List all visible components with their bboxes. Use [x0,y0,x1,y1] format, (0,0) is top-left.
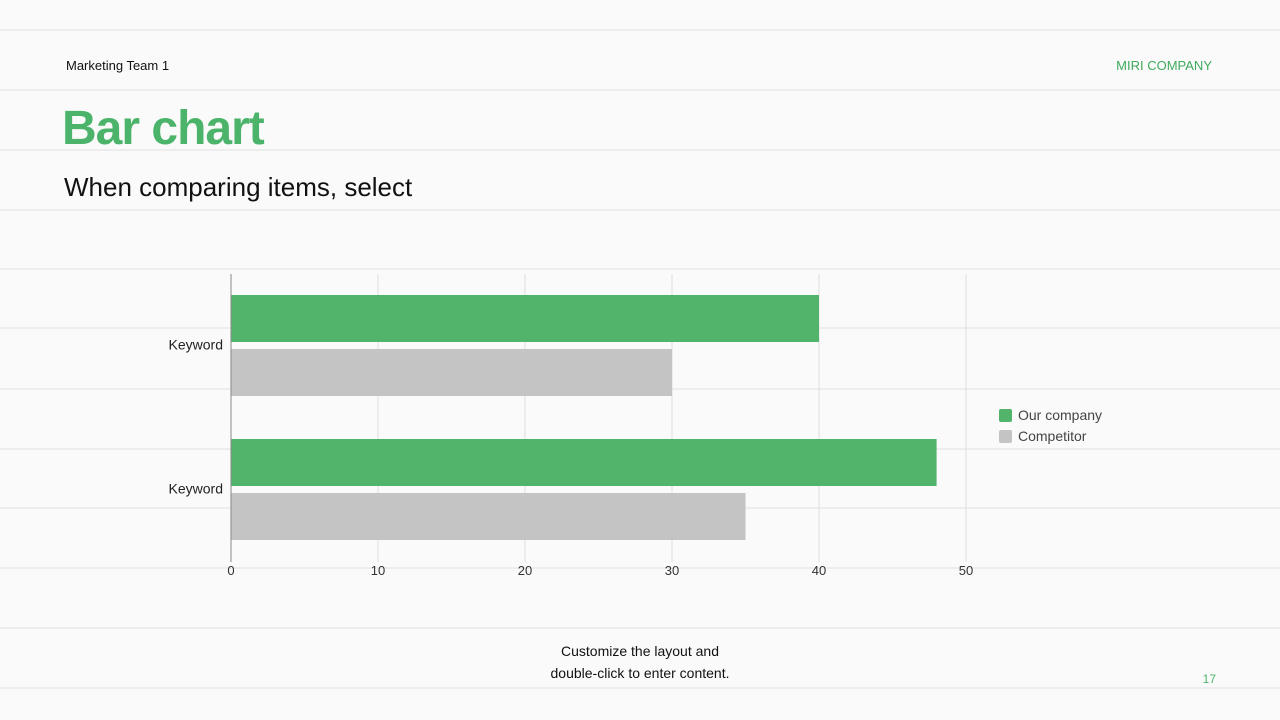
x-tick-label: 10 [371,563,385,578]
bar-competitor [231,493,746,540]
bar-competitor [231,349,672,396]
team-label: Marketing Team 1 [66,58,170,73]
ruled-line [0,627,1280,629]
category-label: Keyword [169,337,223,353]
x-tick-label: 30 [665,563,679,578]
slide-subtitle: When comparing items, select [64,172,413,202]
x-tick-label: 0 [227,563,234,578]
ruled-line [0,149,1280,151]
legend-swatch [999,409,1012,422]
ruled-line [0,567,1280,569]
x-tick-label: 40 [812,563,826,578]
ruled-line [0,268,1280,270]
ruled-line [0,209,1280,211]
slide-title: Bar chart [62,102,265,155]
page-number: 17 [1202,672,1216,686]
ruled-line [0,89,1280,91]
ruled-line [0,687,1280,689]
ruled-line [0,29,1280,31]
legend-swatch [999,430,1012,443]
x-tick-label: 20 [518,563,532,578]
x-tick-label: 50 [959,563,973,578]
bar-our-company [231,295,819,342]
legend-label: Competitor [1018,428,1087,444]
bar-our-company [231,439,937,486]
company-label: MIRI COMPANY [1116,58,1212,73]
footer-note: Customize the layout and double-click to… [440,640,840,684]
footer-line-2: double-click to enter content. [550,665,730,681]
category-label: Keyword [169,481,223,497]
legend-label: Our company [1018,407,1102,423]
footer-line-1: Customize the layout and [561,643,719,659]
